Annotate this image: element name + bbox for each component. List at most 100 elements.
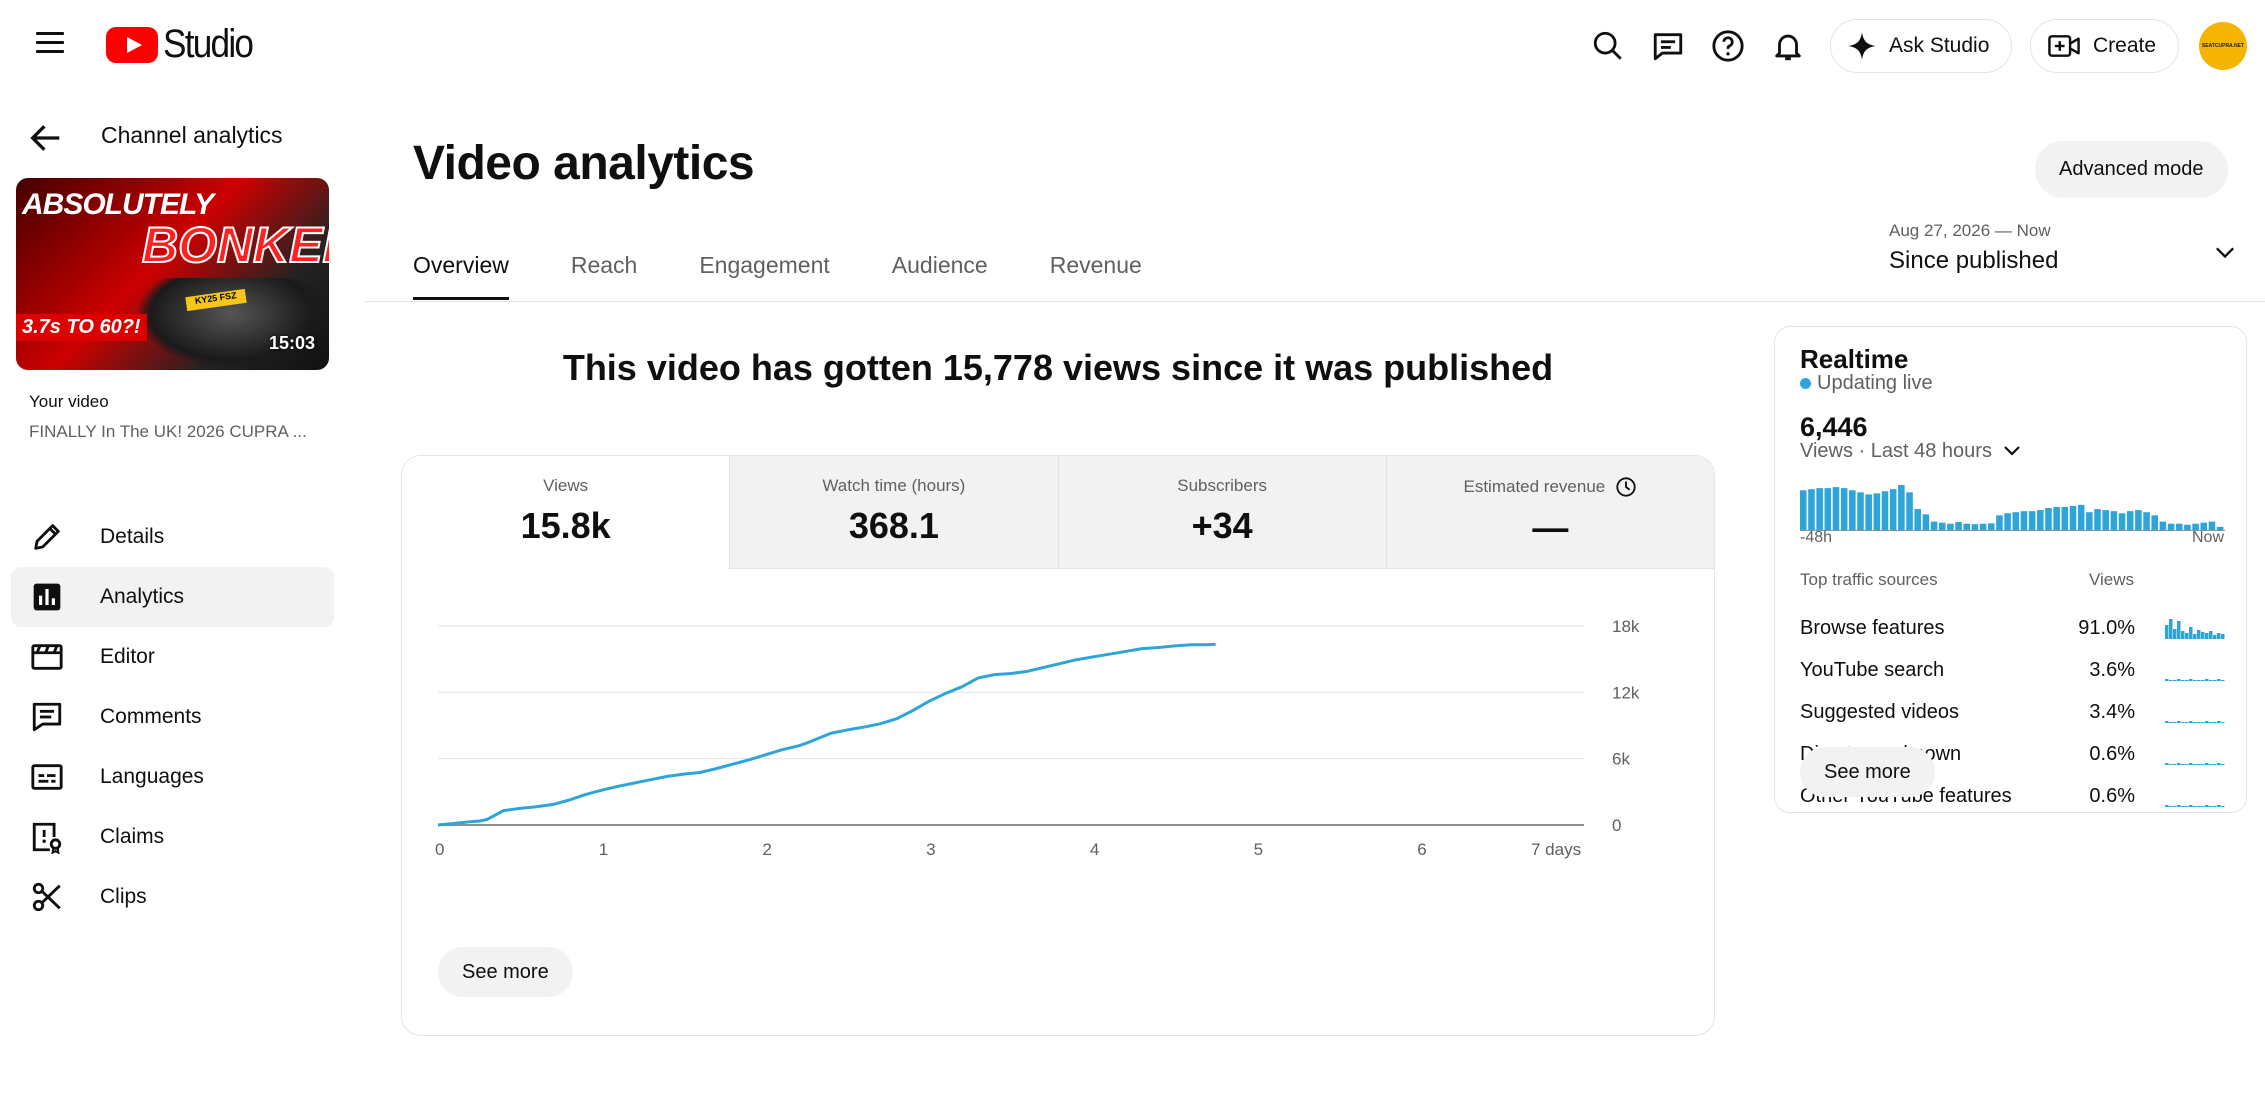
sparkline-bar (2217, 805, 2221, 807)
tab-audience[interactable]: Audience (891, 252, 988, 278)
search-icon[interactable] (1584, 22, 1632, 70)
traffic-source-pct: 3.4% (2089, 701, 2135, 723)
menu-icon[interactable] (26, 26, 74, 66)
realtime-bar (2020, 511, 2028, 530)
sparkline-bar (2177, 621, 2181, 639)
realtime-bar (2143, 512, 2150, 530)
date-range-selector[interactable]: Aug 27, 2026 — Now Since published (1889, 221, 2265, 281)
realtime-see-more-button[interactable]: See more (1800, 747, 1935, 797)
see-more-button[interactable]: See more (438, 947, 573, 997)
avatar[interactable]: SEATCUPRA.NET (2199, 22, 2247, 70)
realtime-bar (2151, 515, 2159, 530)
sidebar-item-label: Comments (100, 705, 202, 728)
traffic-source-row[interactable]: Suggested videos 3.4% (1800, 701, 2240, 730)
tab-overview[interactable]: Overview (413, 252, 509, 300)
realtime-bar (1832, 487, 1840, 530)
traffic-source-name: Suggested videos (1800, 701, 1960, 723)
your-video-label: Your video (29, 392, 109, 411)
metric-value: +34 (1191, 505, 1253, 546)
x-tick-label: 1 (599, 840, 608, 859)
comment-icon (17, 687, 77, 747)
scissors-icon (17, 867, 77, 927)
realtime-bar (2110, 511, 2118, 530)
sparkline-bar (2181, 806, 2185, 807)
y-tick-label: 0 (1612, 816, 1621, 835)
tab-divider (365, 301, 2265, 302)
sparkline-bar (2165, 805, 2169, 807)
realtime-bar (1922, 514, 1930, 530)
sparkline-bar (2185, 764, 2189, 765)
realtime-bar (2094, 509, 2101, 530)
tab-reach[interactable]: Reach (570, 252, 638, 278)
sparkline-bar (2217, 679, 2221, 681)
sparkline-bar (2205, 721, 2209, 723)
create-button[interactable]: Create (2030, 19, 2180, 73)
metric-label: Views (543, 476, 589, 495)
realtime-bar (1955, 522, 1962, 530)
sparkline-bar (2193, 764, 2197, 765)
realtime-bar (1857, 492, 1864, 530)
sparkline-bar (2193, 722, 2197, 723)
sparkline-bar (2189, 627, 2193, 639)
ask-studio-button[interactable]: Ask Studio (1830, 19, 2013, 73)
channel-analytics-title[interactable]: Channel analytics (101, 122, 283, 148)
sparkline-bar (2173, 629, 2177, 639)
sidebar-item-claims[interactable]: Claims (11, 807, 334, 867)
traffic-source-row[interactable]: YouTube search 3.6% (1800, 659, 2240, 688)
sparkle-icon (1848, 32, 1876, 60)
pencil-icon (17, 507, 77, 567)
copyright-claim-icon (17, 807, 77, 867)
x-tick-label: 5 (1254, 840, 1263, 859)
realtime-bar (2192, 523, 2199, 530)
feedback-icon[interactable] (1644, 22, 1692, 70)
sidebar-item-comments[interactable]: Comments (11, 687, 334, 747)
clock-icon[interactable] (1615, 476, 1637, 498)
sparkline-bar (2173, 722, 2177, 723)
sparkline-bar (2197, 680, 2201, 681)
metric-label: Estimated revenue (1463, 477, 1606, 496)
sidebar-item-editor[interactable]: Editor (11, 627, 334, 687)
metric-estimated-revenue[interactable]: Estimated revenue — (1385, 456, 1714, 569)
sparkline-bar (2177, 679, 2181, 681)
tab-revenue[interactable]: Revenue (1049, 252, 1142, 278)
realtime-bar (1947, 523, 1954, 530)
tab-engagement[interactable]: Engagement (699, 252, 830, 278)
youtube-studio-logo[interactable]: Studio (106, 22, 264, 67)
sidebar-item-analytics[interactable]: Analytics (11, 567, 334, 627)
traffic-source-sparkline (2165, 805, 2225, 807)
metric-subscribers[interactable]: Subscribers +34 (1057, 456, 1386, 569)
traffic-sources-header: Top traffic sources (1800, 570, 1938, 589)
y-tick-label: 6k (1612, 750, 1630, 769)
back-arrow-icon[interactable] (26, 118, 66, 158)
sparkline-bar (2173, 806, 2177, 807)
realtime-bar (1881, 491, 1889, 530)
notifications-icon[interactable] (1764, 22, 1812, 70)
realtime-period-dropdown[interactable]: Views · Last 48 hours (1800, 439, 2024, 463)
views-line-chart[interactable]: 0 6k 12k 18k 0 1 2 3 4 5 6 7 days (402, 569, 1715, 969)
metric-watch-time[interactable]: Watch time (hours) 368.1 (729, 456, 1058, 569)
subtitles-icon (17, 747, 77, 807)
metric-value: 368.1 (848, 505, 939, 546)
traffic-source-pct: 0.6% (2089, 785, 2135, 807)
metrics-card: Views 15.8k Watch time (hours) 368.1 Sub… (401, 455, 1715, 1036)
page-title: Video analytics (413, 137, 755, 190)
help-icon[interactable] (1704, 22, 1752, 70)
realtime-bar (1906, 492, 1913, 530)
sidebar-item-clips[interactable]: Clips (11, 867, 334, 927)
sidebar-item-details[interactable]: Details (11, 507, 334, 567)
create-label: Create (2093, 34, 2157, 57)
sidebar-item-label: Claims (100, 825, 165, 848)
sidebar-item-languages[interactable]: Languages (11, 747, 334, 807)
sparkline-bar (2165, 763, 2169, 765)
sparkline-bar (2165, 721, 2169, 723)
realtime-bar-chart[interactable] (1800, 482, 2225, 532)
sparkline-bar (2169, 619, 2173, 639)
advanced-mode-button[interactable]: Advanced mode (2035, 141, 2228, 198)
sparkline-bar (2193, 634, 2197, 639)
tabs: Overview Reach Engagement Audience Reven… (413, 252, 1204, 300)
video-thumbnail[interactable]: ABSOLUTELY BONKERS 3.7s TO 60?! KY25 FSZ… (16, 178, 329, 370)
sparkline-bar (2221, 722, 2225, 723)
traffic-source-row[interactable]: Browse features 91.0% (1800, 617, 2240, 646)
realtime-bar (2069, 505, 2077, 530)
metric-views[interactable]: Views 15.8k (402, 456, 730, 569)
